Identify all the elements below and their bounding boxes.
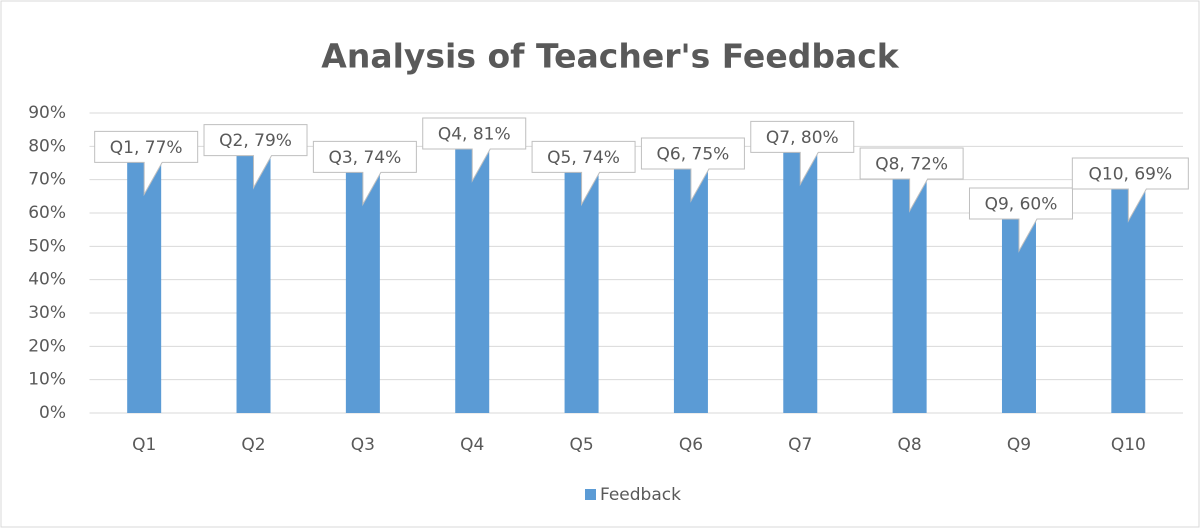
bar xyxy=(783,146,818,414)
data-label: Q7, 80% xyxy=(766,128,839,148)
y-tick-label: 20% xyxy=(28,336,66,356)
bar xyxy=(455,143,490,413)
data-label: Q1, 77% xyxy=(110,138,183,158)
legend-swatch xyxy=(585,489,596,500)
data-label: Q4, 81% xyxy=(438,125,511,145)
data-label: Q8, 72% xyxy=(875,155,948,175)
x-tick-label: Q3 xyxy=(351,435,375,455)
bar xyxy=(127,156,162,414)
data-label: Q3, 74% xyxy=(328,148,401,168)
bar xyxy=(236,149,271,413)
y-tick-label: 70% xyxy=(28,170,66,190)
data-label: Q10, 69% xyxy=(1089,165,1173,185)
callout xyxy=(750,120,855,187)
y-tick-label: 90% xyxy=(28,103,66,123)
y-tick-label: 0% xyxy=(39,403,66,423)
x-tick-label: Q6 xyxy=(679,435,703,455)
callout xyxy=(422,117,527,183)
x-tick-label: Q9 xyxy=(1007,435,1031,455)
bar xyxy=(564,166,599,413)
y-tick-label: 30% xyxy=(28,303,66,323)
callout xyxy=(312,140,417,207)
x-tick-label: Q1 xyxy=(132,435,156,455)
callout xyxy=(531,140,636,207)
data-label: Q9, 60% xyxy=(985,195,1058,215)
callout xyxy=(1071,157,1189,223)
x-tick-label: Q5 xyxy=(569,435,593,455)
legend-label: Feedback xyxy=(600,485,681,505)
callout xyxy=(94,130,199,197)
data-label: Q2, 79% xyxy=(219,131,292,151)
bar xyxy=(673,163,708,413)
y-tick-label: 10% xyxy=(28,370,66,390)
data-label: Q5, 74% xyxy=(547,148,620,168)
chart-title: Analysis of Teacher's Feedback xyxy=(321,37,899,76)
x-tick-label: Q8 xyxy=(898,435,922,455)
x-tick-label: Q2 xyxy=(241,435,265,455)
callout xyxy=(203,124,308,190)
callout xyxy=(640,137,745,203)
x-tick-label: Q4 xyxy=(460,435,484,455)
y-tick-label: 50% xyxy=(28,236,66,256)
bar xyxy=(892,173,927,413)
y-tick-label: 40% xyxy=(28,270,66,290)
x-tick-label: Q7 xyxy=(788,435,812,455)
y-tick-label: 80% xyxy=(28,136,66,156)
y-tick-label: 60% xyxy=(28,203,66,223)
x-tick-label: Q10 xyxy=(1111,435,1146,455)
bar xyxy=(345,166,380,413)
callout xyxy=(859,147,964,213)
data-label: Q6, 75% xyxy=(657,145,730,165)
callout xyxy=(968,187,1073,253)
